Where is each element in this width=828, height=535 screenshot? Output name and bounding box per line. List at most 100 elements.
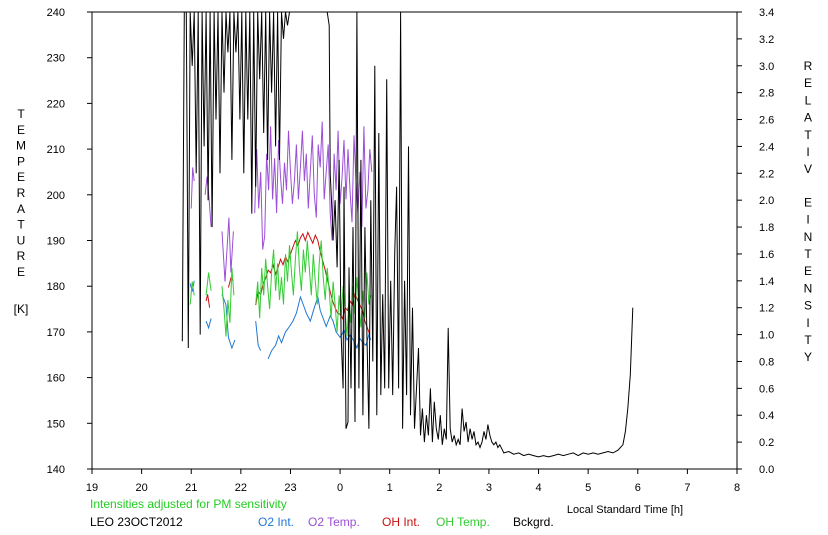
y-right-tick-label: 2.0 bbox=[759, 195, 774, 207]
y-right-tick-label: 2.4 bbox=[759, 141, 774, 153]
y-right-label-letter: N bbox=[804, 281, 813, 295]
y-left-label-letter: P bbox=[17, 154, 25, 168]
legend-o2-int: O2 Int. bbox=[258, 515, 295, 529]
x-axis-label: Local Standard Time [h] bbox=[567, 504, 683, 516]
y-right-tick-label: 0.2 bbox=[759, 437, 774, 449]
y-left-unit-label: [K] bbox=[14, 302, 29, 316]
y-right-label-letter: T bbox=[804, 333, 812, 347]
x-tick-label: 20 bbox=[135, 482, 147, 494]
y-left-label-letter: R bbox=[17, 186, 26, 200]
y-right-tick-label: 2.2 bbox=[759, 168, 774, 180]
legend-oh-int: OH Int. bbox=[382, 515, 421, 529]
x-tick-label: 6 bbox=[635, 482, 641, 494]
series-line bbox=[254, 121, 373, 250]
y-right-label-letter: L bbox=[805, 93, 812, 107]
series-line bbox=[205, 272, 212, 296]
y-left-label-letter: E bbox=[17, 170, 25, 184]
y-right-label-letter: Y bbox=[804, 350, 812, 364]
y-left-tick-label: 190 bbox=[47, 236, 65, 248]
y-right-label-letter: E bbox=[804, 195, 812, 209]
y-right-tick-label: 3.4 bbox=[759, 7, 774, 19]
series-bckgrd bbox=[181, 11, 634, 458]
y-right-label-letter: E bbox=[804, 76, 812, 90]
y-right-label-letter: T bbox=[804, 247, 812, 261]
series-line bbox=[190, 167, 195, 209]
legend-o2-temp: O2 Temp. bbox=[308, 515, 360, 529]
y-left-label-letter: M bbox=[16, 139, 26, 153]
y-right-tick-label: 3.2 bbox=[759, 34, 774, 46]
x-tick-label: 5 bbox=[585, 482, 591, 494]
x-tick-label: 8 bbox=[734, 482, 740, 494]
y-right-label-letter: V bbox=[804, 162, 812, 176]
y-left-label-letter: U bbox=[17, 233, 26, 247]
x-tick-label: 21 bbox=[185, 482, 197, 494]
y-left-tick-label: 160 bbox=[47, 373, 65, 385]
y-right-label-letter: T bbox=[804, 128, 812, 142]
x-tick-label: 3 bbox=[486, 482, 492, 494]
series-line bbox=[189, 281, 195, 305]
y-left-tick-label: 210 bbox=[47, 144, 65, 156]
x-tick-label: 23 bbox=[284, 482, 296, 494]
y-right-label-letter: A bbox=[804, 111, 812, 125]
series-line bbox=[255, 321, 262, 351]
series-line bbox=[181, 11, 634, 458]
y-right-label-letter: E bbox=[804, 264, 812, 278]
y-right-tick-label: 2.8 bbox=[759, 88, 774, 100]
series-line bbox=[189, 280, 195, 292]
series-line bbox=[205, 318, 212, 330]
y-right-tick-label: 3.0 bbox=[759, 61, 774, 73]
y-left-label-letter: T bbox=[17, 218, 25, 232]
x-tick-label: 4 bbox=[535, 482, 541, 494]
y-right-label-letter: I bbox=[806, 213, 809, 227]
y-right-tick-label: 2.6 bbox=[759, 115, 774, 127]
y-left-tick-label: 140 bbox=[47, 464, 65, 476]
series-line bbox=[267, 295, 372, 359]
series-layer bbox=[181, 11, 634, 458]
legend-bckgrd: Bckgrd. bbox=[513, 515, 554, 529]
y-right-tick-label: 0.6 bbox=[759, 383, 774, 395]
series-line bbox=[221, 267, 235, 337]
y-left-label-letter: R bbox=[17, 249, 26, 263]
y-left-tick-label: 230 bbox=[47, 53, 65, 65]
y-left-tick-label: 180 bbox=[47, 281, 65, 293]
y-left-label-letter: A bbox=[17, 202, 25, 216]
y-right-label-letter: S bbox=[804, 299, 812, 313]
series-line bbox=[221, 294, 236, 350]
series-o2-int bbox=[189, 280, 372, 359]
x-tick-label: 0 bbox=[337, 482, 343, 494]
x-tick-label: 2 bbox=[436, 482, 442, 494]
series-line bbox=[205, 294, 211, 308]
y-right-label-letter: R bbox=[804, 59, 813, 73]
y-right-tick-label: 1.8 bbox=[759, 222, 774, 234]
y-left-tick-label: 220 bbox=[47, 98, 65, 110]
y-right-tick-label: 0.0 bbox=[759, 464, 774, 476]
y-right-label-letter: N bbox=[804, 230, 813, 244]
x-tick-label: 22 bbox=[235, 482, 247, 494]
y-left-label-letter: T bbox=[17, 107, 25, 121]
series-line bbox=[221, 217, 234, 282]
legend-oh-temp: OH Temp. bbox=[436, 515, 490, 529]
station-label: LEO 23OCT2012 bbox=[90, 515, 183, 529]
y-left-label-letter: E bbox=[17, 265, 25, 279]
note-text: Intensities adjusted for PM sensitivity bbox=[90, 497, 287, 511]
y-left-tick-label: 200 bbox=[47, 190, 65, 202]
y-right-tick-label: 1.0 bbox=[759, 330, 774, 342]
y-left-tick-label: 240 bbox=[47, 7, 65, 19]
y-right-tick-label: 0.4 bbox=[759, 410, 774, 422]
x-tick-label: 7 bbox=[684, 482, 690, 494]
y-left-tick-label: 170 bbox=[47, 327, 65, 339]
y-left-tick-label: 150 bbox=[47, 418, 65, 430]
x-tick-label: 19 bbox=[86, 482, 98, 494]
y-right-label-letter: I bbox=[806, 145, 809, 159]
y-left-label-letter: E bbox=[17, 123, 25, 137]
x-tick-label: 1 bbox=[387, 482, 393, 494]
y-right-tick-label: 1.4 bbox=[759, 276, 774, 288]
axes: 19 20 21 22 23 0 1 2 3 4 5 6 7 8140150160170180190200… bbox=[47, 7, 775, 494]
y-right-tick-label: 1.2 bbox=[759, 303, 774, 315]
y-right-tick-label: 1.6 bbox=[759, 249, 774, 261]
y-right-tick-label: 0.8 bbox=[759, 356, 774, 368]
y-right-label-letter: I bbox=[806, 316, 809, 330]
